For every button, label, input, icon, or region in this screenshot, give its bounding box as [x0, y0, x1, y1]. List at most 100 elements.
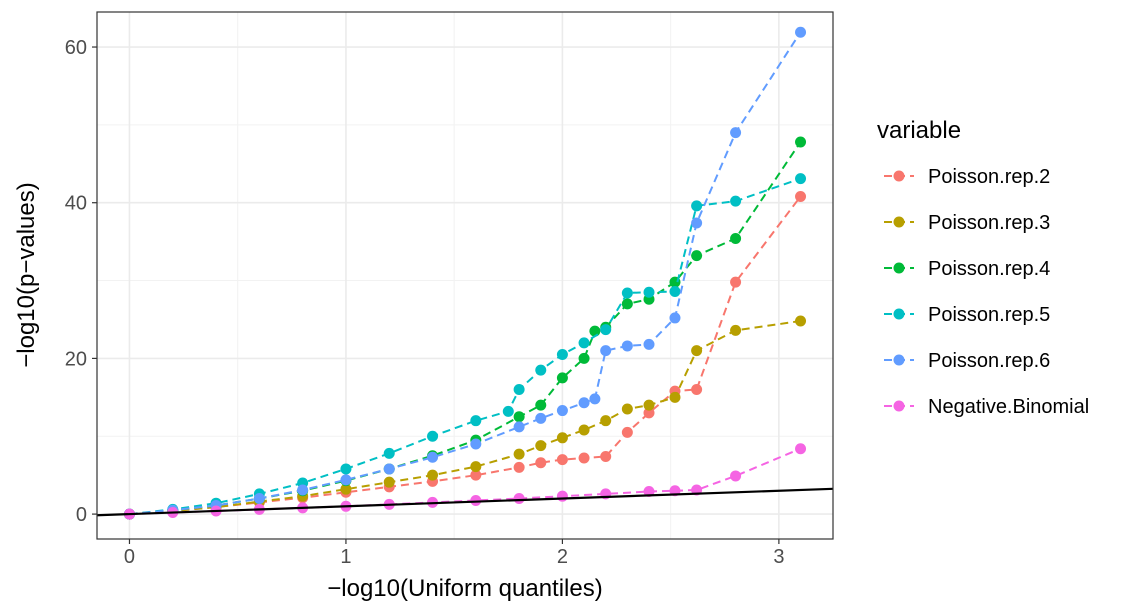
legend-item: Negative.Binomial	[884, 396, 1089, 418]
data-point	[556, 405, 568, 417]
data-point	[730, 276, 742, 288]
legend-label: Poisson.rep.2	[928, 166, 1050, 188]
panel-background	[97, 12, 833, 539]
data-point	[383, 463, 395, 475]
legend-key-point	[893, 262, 905, 274]
data-point	[795, 190, 807, 202]
data-point	[427, 451, 439, 463]
x-tick-label: 2	[557, 546, 568, 568]
data-point	[643, 338, 655, 350]
data-point	[691, 217, 703, 229]
data-point	[513, 421, 525, 433]
data-point	[621, 426, 633, 438]
data-point	[621, 298, 633, 310]
data-point	[470, 415, 482, 427]
data-point	[600, 345, 612, 357]
data-point	[556, 490, 568, 502]
data-point	[730, 233, 742, 245]
data-point	[795, 136, 807, 148]
data-point	[691, 200, 703, 212]
data-point	[669, 391, 681, 403]
y-tick-label: 40	[65, 193, 87, 215]
data-point	[600, 324, 612, 336]
data-point	[470, 438, 482, 450]
series-line	[129, 320, 801, 516]
data-point	[589, 393, 601, 405]
data-point	[600, 450, 612, 462]
data-point	[297, 484, 309, 496]
data-point	[795, 26, 807, 38]
legend-key-point	[893, 216, 905, 228]
legend-label: Negative.Binomial	[928, 396, 1089, 418]
data-point	[383, 476, 395, 488]
legend-label: Poisson.rep.6	[928, 350, 1050, 372]
data-point	[556, 454, 568, 466]
legend-item: Poisson.rep.4	[884, 258, 1050, 280]
data-point	[589, 325, 601, 337]
data-point	[383, 447, 395, 459]
data-series	[123, 26, 807, 520]
data-point	[340, 463, 352, 475]
data-point	[795, 443, 807, 455]
data-point	[513, 448, 525, 460]
data-point	[669, 285, 681, 297]
legend-title: variable	[877, 117, 961, 144]
data-point	[513, 384, 525, 396]
x-axis-title: −log10(Uniform quantiles)	[327, 575, 602, 602]
panel-border	[96, 11, 834, 540]
x-tick-label: 0	[124, 546, 135, 568]
data-point	[691, 384, 703, 396]
data-point	[340, 474, 352, 486]
data-point	[535, 399, 547, 411]
data-point	[427, 430, 439, 442]
legend-item: Poisson.rep.6	[884, 350, 1050, 372]
legend-key-point	[893, 354, 905, 366]
legend-label: Poisson.rep.3	[928, 212, 1050, 234]
legend-label: Poisson.rep.5	[928, 304, 1050, 326]
legend-item: Poisson.rep.3	[884, 212, 1050, 234]
x-tick-label: 1	[340, 546, 351, 568]
data-point	[535, 364, 547, 376]
data-point	[730, 127, 742, 139]
data-point	[535, 457, 547, 469]
data-point	[470, 494, 482, 506]
data-point	[340, 483, 352, 495]
legend-item: Poisson.rep.5	[884, 304, 1050, 326]
data-point	[669, 312, 681, 324]
data-point	[600, 415, 612, 427]
data-point	[621, 340, 633, 352]
legend-key-point	[893, 170, 905, 182]
data-point	[643, 407, 655, 419]
legend-item: Poisson.rep.2	[884, 166, 1050, 188]
data-point	[691, 250, 703, 262]
data-point	[535, 440, 547, 452]
data-point	[556, 432, 568, 444]
y-axis-ticks: 0 20 40 60	[65, 37, 97, 526]
data-point	[795, 315, 807, 327]
data-point	[621, 403, 633, 415]
data-point	[502, 405, 514, 417]
legend-key-point	[893, 308, 905, 320]
data-point	[730, 470, 742, 482]
data-point	[253, 493, 265, 505]
data-point	[643, 286, 655, 298]
x-axis-ticks: 0 1 2 3	[124, 539, 784, 568]
data-point	[730, 195, 742, 207]
legend: Poisson.rep.2 Poisson.rep.3 Poisson.rep.4 P…	[884, 166, 1089, 418]
data-point	[513, 411, 525, 423]
data-point	[535, 412, 547, 424]
data-point	[470, 469, 482, 481]
data-point	[578, 337, 590, 349]
data-point	[556, 349, 568, 361]
data-point	[643, 399, 655, 411]
y-tick-label: 0	[76, 504, 87, 526]
data-point	[795, 173, 807, 185]
data-point	[730, 324, 742, 336]
data-point	[513, 493, 525, 505]
series-line	[129, 31, 802, 516]
series-poisson-rep-6	[123, 26, 807, 520]
legend-label: Poisson.rep.4	[928, 258, 1050, 280]
data-point	[578, 397, 590, 409]
data-point	[578, 424, 590, 436]
